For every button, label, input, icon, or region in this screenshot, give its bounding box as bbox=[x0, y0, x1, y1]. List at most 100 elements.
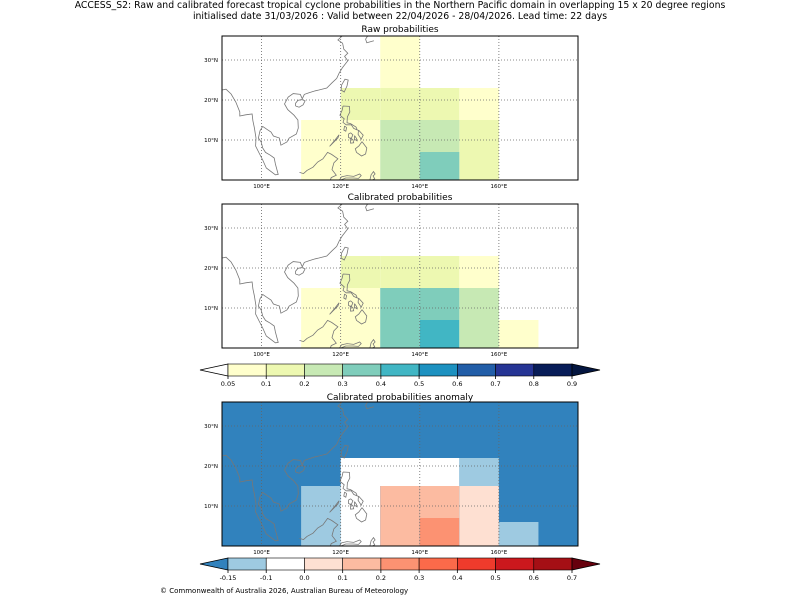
coastline bbox=[354, 501, 358, 508]
map-title: Calibrated probabilities anomaly bbox=[327, 393, 474, 403]
probability-cell bbox=[380, 486, 420, 546]
coastline bbox=[299, 151, 339, 180]
colorbar-label: 0.3 bbox=[414, 574, 424, 582]
probability-cell bbox=[419, 288, 460, 320]
coastline bbox=[354, 303, 358, 310]
colorbar-label: -0.1 bbox=[260, 574, 273, 582]
colorbar-segment bbox=[304, 363, 343, 377]
x-tick-label: 100°E bbox=[253, 352, 270, 358]
coastline bbox=[340, 246, 349, 261]
y-tick-label: 20°N bbox=[204, 266, 218, 272]
coastline bbox=[348, 498, 354, 505]
coastline bbox=[339, 173, 362, 180]
copyright-notice: © Commonwealth of Australia 2026, Austra… bbox=[160, 587, 409, 595]
y-tick-label: 10°N bbox=[204, 138, 218, 144]
colorbar-label: 0.3 bbox=[337, 380, 347, 388]
colorbar-segment bbox=[342, 557, 382, 571]
probability-cell bbox=[340, 256, 381, 288]
colorbar-segment bbox=[227, 557, 267, 571]
probability-cell bbox=[459, 120, 499, 180]
probability-cell bbox=[459, 88, 499, 120]
coastline bbox=[349, 137, 355, 144]
probability-cell bbox=[301, 120, 341, 180]
probability-cell bbox=[459, 288, 499, 348]
colorbar-segment bbox=[457, 557, 496, 571]
colorbar-label: 0.7 bbox=[567, 574, 577, 582]
colorbar-label: 0.6 bbox=[452, 380, 462, 388]
y-tick-label: 10°N bbox=[204, 306, 218, 312]
colorbar-segment bbox=[380, 363, 420, 377]
x-tick-label: 160°E bbox=[491, 184, 508, 190]
probability-cell bbox=[498, 320, 539, 348]
colorbar-over-arrow bbox=[571, 557, 601, 571]
colorbar-label: 0.0 bbox=[299, 574, 309, 582]
coastline bbox=[369, 536, 376, 546]
probability-cell bbox=[340, 88, 381, 120]
colorbar-segment bbox=[304, 557, 343, 571]
y-tick-label: 20°N bbox=[204, 98, 218, 104]
probability-cell bbox=[459, 256, 499, 288]
coastline bbox=[357, 129, 364, 141]
probability-cell bbox=[380, 36, 420, 88]
probability-cell bbox=[419, 518, 460, 546]
figure-title-line2: initialised date 31/03/2026 : Valid betw… bbox=[192, 11, 608, 22]
coastline bbox=[340, 444, 349, 459]
probability-cell bbox=[419, 486, 460, 518]
probability-cell bbox=[380, 288, 420, 348]
colorbar-label: 0.9 bbox=[567, 380, 577, 388]
x-tick-label: 120°E bbox=[332, 550, 349, 556]
coastline bbox=[357, 297, 364, 309]
map-title: Calibrated probabilities bbox=[348, 193, 453, 203]
colorbar-label: -0.15 bbox=[220, 574, 237, 582]
map-panel-1: Raw probabilities 100°E 120°E 140°E 160°E 10°… bbox=[204, 25, 579, 190]
probability-cell bbox=[380, 88, 420, 120]
probability-cell bbox=[419, 256, 460, 288]
coastline bbox=[299, 319, 339, 348]
colorbar-label: 0.8 bbox=[529, 380, 539, 388]
probability-cell bbox=[301, 288, 341, 348]
coastline bbox=[329, 134, 340, 147]
coastline bbox=[339, 471, 359, 497]
probability-cell bbox=[419, 120, 460, 152]
colorbar-label: 0.5 bbox=[414, 380, 424, 388]
probability-cell bbox=[340, 486, 381, 546]
colorbar-label: 0.5 bbox=[490, 574, 500, 582]
y-tick-label: 30°N bbox=[204, 58, 218, 64]
map-panel-3: Calibrated probabilities anomaly 100°E 120… bbox=[204, 393, 579, 556]
colorbar-segment bbox=[342, 363, 382, 377]
probability-cell bbox=[340, 120, 381, 180]
colorbar-2: -0.15 -0.1 0.0 0.1 0.2 0.3 0.4 0.5 0.6 0.7 bbox=[199, 557, 601, 582]
colorbar-label: 0.05 bbox=[221, 380, 235, 388]
coastline bbox=[339, 539, 362, 546]
coastline bbox=[222, 36, 349, 176]
colorbar-segment bbox=[457, 363, 496, 377]
x-tick-label: 160°E bbox=[491, 352, 508, 358]
probability-cell bbox=[340, 458, 460, 486]
coastline bbox=[365, 36, 375, 44]
coastline bbox=[299, 517, 339, 546]
colorbar-label: 0.4 bbox=[376, 380, 386, 388]
coastline bbox=[339, 341, 362, 348]
colorbar-label: 0.1 bbox=[337, 574, 347, 582]
y-tick-label: 10°N bbox=[204, 504, 218, 510]
figure-title-line1: ACCESS_S2: Raw and calibrated forecast t… bbox=[74, 0, 726, 11]
colorbar-segment bbox=[533, 363, 573, 377]
coastline bbox=[329, 500, 340, 513]
probability-cell bbox=[380, 120, 420, 180]
probability-cell bbox=[459, 486, 499, 546]
x-tick-label: 100°E bbox=[253, 184, 270, 190]
probability-cell bbox=[301, 486, 341, 546]
colorbar-over-arrow bbox=[571, 363, 601, 377]
coastline bbox=[354, 507, 368, 523]
x-tick-label: 120°E bbox=[332, 184, 349, 190]
coastline bbox=[222, 402, 349, 542]
colorbar-under-arrow bbox=[199, 363, 229, 377]
colorbar-segment bbox=[418, 557, 458, 571]
colorbar-label: 0.6 bbox=[529, 574, 539, 582]
coastline bbox=[357, 495, 364, 507]
coastline bbox=[339, 273, 359, 299]
coastline bbox=[354, 309, 368, 325]
probability-cell bbox=[419, 320, 460, 348]
coastline bbox=[354, 135, 358, 142]
colorbar-1: 0.05 0.1 0.2 0.3 0.4 0.5 0.6 0.7 0.8 0.9 bbox=[199, 363, 601, 388]
